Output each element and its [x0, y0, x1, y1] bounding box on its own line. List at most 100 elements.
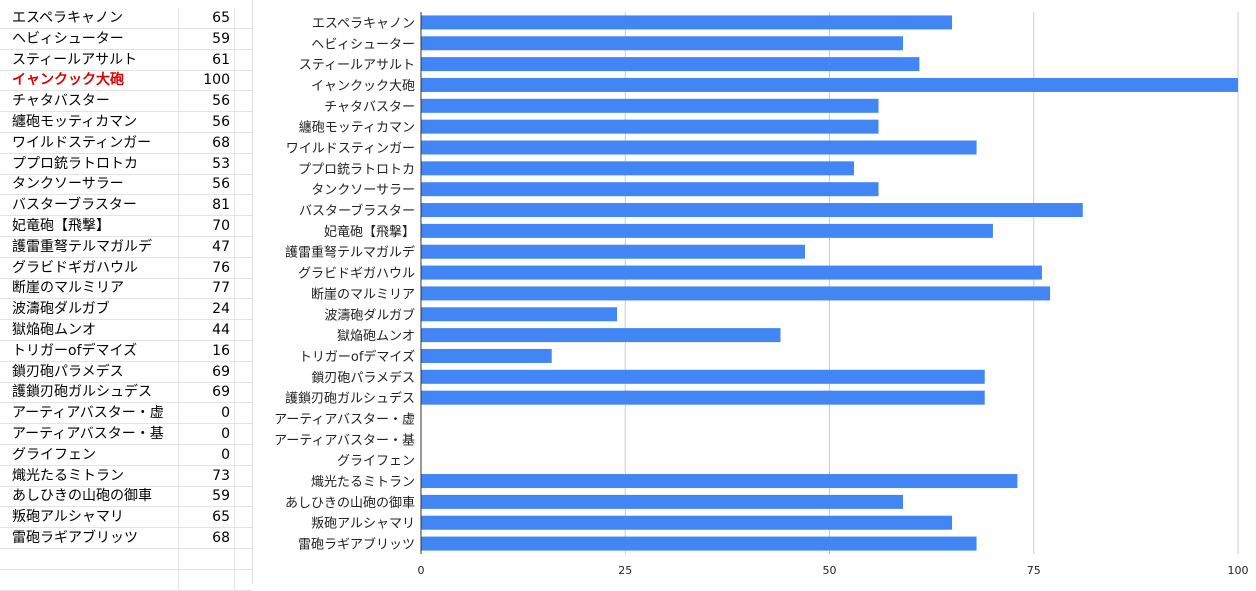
category-label: ププロ銃ラトロトカ	[298, 162, 415, 177]
name-cell[interactable]: 波濤砲ダルガブ	[12, 300, 176, 319]
name-cell[interactable]: ププロ銃ラトロトカ	[12, 155, 176, 174]
name-cell[interactable]: 獄焔砲ムンオ	[12, 321, 176, 340]
column-divider	[234, 507, 235, 527]
bar[interactable]	[421, 15, 952, 29]
value-cell[interactable]: 70	[180, 217, 230, 236]
value-cell[interactable]: 56	[180, 92, 230, 111]
value-cell[interactable]: 16	[180, 342, 230, 361]
value-cell[interactable]: 69	[180, 383, 230, 402]
bar[interactable]	[421, 307, 617, 321]
column-divider	[234, 362, 235, 382]
name-cell[interactable]: トリガーofデマイズ	[12, 342, 176, 361]
category-label: 纏砲モッティカマン	[299, 120, 415, 136]
category-label: 鎖刃砲パラメデス	[311, 370, 415, 386]
bar-chart: エスペラキャノン ヘビィシューター スティールアサルト イャンクック大砲 チャタバスター…	[252, 0, 1256, 584]
bar[interactable]	[421, 495, 903, 509]
name-cell[interactable]: 護雷重弩テルマガルデ	[12, 238, 176, 257]
sheet-row: アーティアバスター・基 0	[0, 424, 252, 445]
category-label: グライフェン	[337, 454, 415, 469]
name-cell[interactable]: 叛砲アルシャマリ	[12, 508, 176, 527]
name-cell[interactable]: イャンクック大砲	[12, 71, 176, 90]
name-cell[interactable]: チャタバスター	[12, 92, 176, 111]
value-cell[interactable]: 100	[180, 71, 230, 90]
value-cell[interactable]: 59	[180, 487, 230, 506]
x-tick-label: 0	[418, 564, 425, 577]
value-cell[interactable]: 61	[180, 51, 230, 70]
value-cell[interactable]: 69	[180, 363, 230, 382]
value-cell[interactable]: 81	[180, 196, 230, 215]
bar[interactable]	[421, 161, 854, 175]
name-cell[interactable]: 熾光たるミトラン	[12, 467, 176, 486]
name-cell[interactable]: 護鎖刃砲ガルシュデス	[12, 383, 176, 402]
name-cell[interactable]: エスペラキャノン	[12, 9, 176, 28]
sheet-row: 護鎖刃砲ガルシュデス 69	[0, 382, 252, 403]
bar[interactable]	[421, 57, 919, 71]
sheet-row: 波濤砲ダルガブ 24	[0, 299, 252, 320]
column-divider	[178, 424, 179, 444]
value-cell[interactable]: 0	[180, 446, 230, 465]
value-cell[interactable]: 76	[180, 259, 230, 278]
bar[interactable]	[421, 537, 977, 551]
bar[interactable]	[421, 99, 879, 113]
value-cell[interactable]: 47	[180, 238, 230, 257]
column-divider	[178, 8, 179, 28]
value-cell[interactable]: 68	[180, 134, 230, 153]
name-cell[interactable]: アーティアバスター・虚	[12, 404, 176, 423]
name-cell[interactable]: スティールアサルト	[12, 51, 176, 70]
bar[interactable]	[421, 474, 1017, 488]
sheet-row: 熾光たるミトラン 73	[0, 466, 252, 487]
bar[interactable]	[421, 120, 879, 134]
value-cell[interactable]: 59	[180, 30, 230, 49]
name-cell[interactable]: ワイルドスティンガー	[12, 134, 176, 153]
bar[interactable]	[421, 224, 993, 238]
category-label: グラビドギガハウル	[298, 267, 415, 282]
category-label: 獄焔砲ムンオ	[337, 329, 415, 344]
name-cell[interactable]: グラビドギガハウル	[12, 259, 176, 278]
bar[interactable]	[421, 78, 1238, 92]
value-cell[interactable]: 0	[180, 425, 230, 444]
column-divider	[234, 29, 235, 49]
bar[interactable]	[421, 370, 985, 384]
value-cell[interactable]: 68	[180, 529, 230, 548]
value-cell[interactable]: 24	[180, 300, 230, 319]
value-cell[interactable]: 65	[180, 508, 230, 527]
x-tick-label: 100	[1228, 564, 1249, 577]
name-cell[interactable]: あしひきの山砲の御車	[12, 487, 176, 506]
bar[interactable]	[421, 286, 1050, 300]
column-divider	[234, 570, 235, 590]
bar[interactable]	[421, 182, 879, 196]
name-cell[interactable]: 纏砲モッティカマン	[12, 113, 176, 132]
name-cell[interactable]: アーティアバスター・基	[12, 425, 176, 444]
value-cell[interactable]: 77	[180, 279, 230, 298]
value-cell[interactable]: 44	[180, 321, 230, 340]
bar[interactable]	[421, 391, 985, 405]
name-cell[interactable]: 鎖刃砲パラメデス	[12, 363, 176, 382]
bar[interactable]	[421, 516, 952, 530]
bar[interactable]	[421, 245, 805, 259]
name-cell[interactable]: 雷砲ラギアブリッツ	[12, 529, 176, 548]
column-divider	[178, 382, 179, 402]
value-cell[interactable]: 56	[180, 113, 230, 132]
bar[interactable]	[421, 36, 903, 50]
value-cell[interactable]: 73	[180, 467, 230, 486]
column-divider	[234, 216, 235, 236]
sheet-row: トリガーofデマイズ 16	[0, 341, 252, 362]
bar[interactable]	[421, 141, 977, 155]
name-cell[interactable]: グライフェン	[12, 446, 176, 465]
name-cell[interactable]: 妃竜砲【飛撃】	[12, 217, 176, 236]
category-label: イャンクック大砲	[311, 79, 415, 94]
name-cell[interactable]: ヘビィシューター	[12, 30, 176, 49]
category-label: スティールアサルト	[299, 58, 415, 73]
bar[interactable]	[421, 203, 1083, 217]
value-cell[interactable]: 53	[180, 155, 230, 174]
name-cell[interactable]: 断崖のマルミリア	[12, 279, 176, 298]
name-cell[interactable]: バスターブラスター	[12, 196, 176, 215]
value-cell[interactable]: 0	[180, 404, 230, 423]
column-divider	[178, 507, 179, 527]
bar[interactable]	[421, 328, 780, 342]
name-cell[interactable]: タンクソーサラー	[12, 175, 176, 194]
value-cell[interactable]: 65	[180, 9, 230, 28]
value-cell[interactable]: 56	[180, 175, 230, 194]
bar[interactable]	[421, 349, 552, 363]
bar[interactable]	[421, 266, 1042, 280]
